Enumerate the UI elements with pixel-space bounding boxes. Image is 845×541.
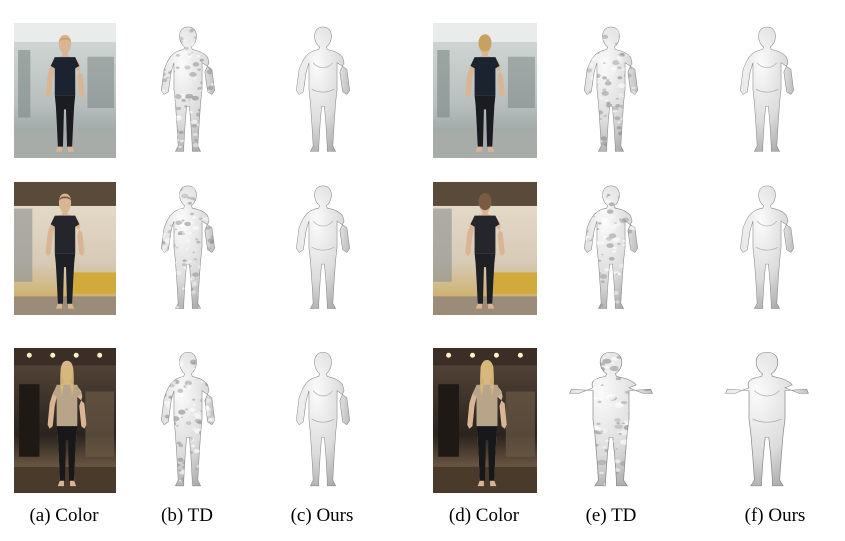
caption-e: (e) TD [585,505,637,526]
ours-mesh [740,185,794,309]
td-mesh [161,185,215,309]
person-figure [465,193,505,309]
mesh-render [740,26,794,152]
mesh-render [584,185,638,309]
td-mesh [584,26,638,152]
cell-row1-photo-front [14,23,116,158]
mesh-render [569,351,653,487]
color-image [14,182,116,315]
ours-mesh [296,26,350,152]
cell-row2-ours-front [278,182,368,315]
cell-row3-photo-front [14,348,116,493]
color-image [14,348,116,493]
mesh-render [296,26,350,152]
mesh-render [296,185,350,309]
mesh-render [740,185,794,309]
cell-row1-ours-back [722,23,812,158]
td-mesh [161,26,215,152]
cell-row3-td-front [143,348,233,493]
ours-mesh [725,351,809,487]
caption-b: (b) TD [161,505,213,526]
cell-row3-ours-front [278,348,368,493]
mesh-render [161,185,215,309]
ours-mesh [296,351,350,487]
cell-row3-td-back [566,348,656,493]
cell-row3-photo-back [433,348,537,493]
cell-row2-ours-back [722,182,812,315]
mesh-render [584,26,638,152]
cell-row3-ours-back [722,348,812,493]
person-figure [467,360,507,487]
color-photo-content [433,348,537,493]
caption-a: (a) Color [29,505,99,526]
td-mesh [584,185,638,309]
color-photo-content [14,23,116,158]
cell-row2-photo-front [14,182,116,315]
cell-row1-td-front [143,23,233,158]
cell-row1-td-back [566,23,656,158]
cell-row2-td-back [566,182,656,315]
caption-f: (f) Ours [744,505,806,526]
td-mesh [569,351,653,487]
cell-row1-ours-front [278,23,368,158]
color-photo-content [14,348,116,493]
color-photo-content [433,23,537,158]
color-photo-content [433,182,537,315]
mesh-render [161,351,215,487]
mesh-render [296,351,350,487]
cell-row2-photo-back [433,182,537,315]
person-figure [45,34,85,152]
mesh-render [725,351,809,487]
color-image [433,182,537,315]
color-image [433,348,537,493]
cell-row1-photo-back [433,23,537,158]
person-figure [465,34,505,152]
person-figure [45,193,85,309]
caption-c: (c) Ours [290,505,354,526]
ours-mesh [740,26,794,152]
caption-d: (d) Color [448,505,520,526]
ours-mesh [296,185,350,309]
color-image [433,23,537,158]
td-mesh [161,351,215,487]
person-figure [47,360,87,487]
mesh-render [161,26,215,152]
cell-row2-td-front [143,182,233,315]
color-image [14,23,116,158]
color-photo-content [14,182,116,315]
